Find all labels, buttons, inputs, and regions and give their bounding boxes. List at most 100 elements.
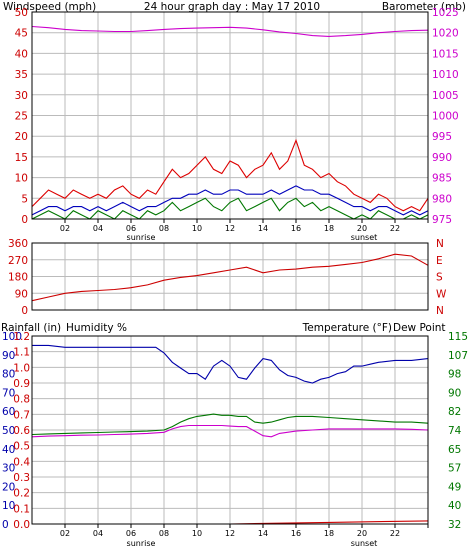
- x-tick-label: 10: [192, 224, 202, 233]
- humidity-axis-ticks: 0 10 20 30 40 50 60 70 80 90 100: [2, 331, 22, 531]
- x-tick-label: 08: [159, 224, 169, 233]
- wind-tick-label: 20: [15, 131, 28, 143]
- temperature-tick-label: 82: [448, 406, 461, 418]
- wind-tick-label: 40: [15, 48, 28, 60]
- x-tick-label: 10: [192, 529, 202, 538]
- wind-tick-label: 30: [15, 90, 28, 102]
- direction-compass-label: N: [436, 305, 444, 317]
- rain-tick-label: 0.5: [13, 441, 30, 453]
- wind-direction-line: [31, 253, 429, 302]
- rain-tick-label: 0.4: [13, 456, 30, 468]
- x-tick-label: 06: [126, 529, 136, 538]
- rain-tick-label: 0.2: [13, 488, 30, 500]
- humidity-tick-label: 80: [2, 369, 15, 381]
- wind-tick-label: 45: [15, 28, 28, 40]
- direction-panel-series: [31, 253, 429, 302]
- wind-average-line: [31, 185, 429, 216]
- wind-panel-series: [31, 25, 429, 220]
- climate-panel-grid: [32, 336, 429, 524]
- temperature-tick-label: 98: [448, 369, 461, 381]
- temperature-axis-ticks: 32 40 49 57 65 74 82 90 98 107 115: [448, 331, 468, 531]
- baro-tick-label: 1015: [432, 48, 459, 60]
- temperature-tick-label: 107: [448, 350, 468, 362]
- direction-compass-label: N: [436, 238, 444, 250]
- rain-tick-label: 0.3: [13, 472, 30, 484]
- x-tick-label: 16: [291, 224, 301, 233]
- baro-tick-label: 985: [432, 173, 452, 185]
- direction-degree-label: 360: [8, 238, 28, 250]
- rain-tick-label: 0.6: [13, 425, 30, 437]
- sunset-label-bottom: sunset: [351, 539, 378, 548]
- baro-axis-ticks: 975 980 985 990 995 1000 1005 1010 1015 1020 1025: [432, 7, 459, 226]
- humidity-line: [32, 344, 429, 384]
- x-tick-label: 12: [225, 529, 235, 538]
- x-tick-label: 18: [324, 224, 334, 233]
- x-tick-label: 22: [390, 224, 400, 233]
- direction-compass-label: S: [436, 272, 443, 284]
- direction-panel-grid: [32, 243, 429, 310]
- wind-tick-label: 15: [15, 152, 28, 164]
- dew-point-label: Dew Point: [393, 322, 446, 334]
- direction-compass-label: E: [436, 255, 443, 267]
- wind-tick-label: 0: [21, 214, 28, 226]
- wind-tick-label: 10: [15, 173, 28, 185]
- temperature-tick-label: 32: [448, 519, 461, 531]
- x-tick-label: 20: [357, 529, 367, 538]
- rain-axis-ticks: 0.0 0.1 0.2 0.3 0.4 0.5 0.6 0.7 0.8 0.9 1.0 1.1 1.2: [13, 331, 30, 531]
- barometer-line: [31, 25, 429, 37]
- x-tick-label: 14: [258, 529, 268, 538]
- rain-tick-label: 1.1: [13, 347, 30, 359]
- wind-tick-label: 25: [15, 111, 28, 123]
- rain-tick-label: 0.9: [13, 378, 30, 390]
- rain-tick-label: 0.7: [13, 409, 30, 421]
- wind-axis-label: Windspeed (mph): [3, 1, 96, 13]
- humidity-tick-label: 10: [2, 500, 15, 512]
- x-tick-label: 02: [60, 224, 70, 233]
- baro-tick-label: 975: [432, 214, 452, 226]
- humidity-tick-label: 40: [2, 444, 15, 456]
- direction-panel-frame: [31, 242, 429, 311]
- x-tick-label: 04: [93, 529, 103, 538]
- baro-tick-label: 1025: [432, 7, 459, 19]
- x-tick-label: 12: [225, 224, 235, 233]
- rain-tick-label: 0.8: [13, 394, 30, 406]
- humidity-tick-label: 60: [2, 406, 15, 418]
- x-tick-label: 22: [390, 529, 400, 538]
- temperature-axis-label: Temperature (°F): [302, 322, 392, 334]
- x-tick-label: 18: [324, 529, 334, 538]
- rain-tick-label: 0.0: [13, 519, 30, 531]
- baro-tick-label: 1010: [432, 69, 459, 81]
- baro-tick-label: 995: [432, 131, 452, 143]
- x-tick-label: 06: [126, 224, 136, 233]
- humidity-tick-label: 20: [2, 481, 15, 493]
- baro-tick-label: 980: [432, 193, 452, 205]
- temperature-tick-label: 90: [448, 387, 461, 399]
- temperature-tick-label: 57: [448, 463, 461, 475]
- wind-tick-label: 5: [21, 193, 28, 205]
- humidity-tick-label: 0: [2, 519, 9, 531]
- x-tick-label: 20: [357, 224, 367, 233]
- x-tick-label: 04: [93, 224, 103, 233]
- temperature-tick-label: 40: [448, 500, 461, 512]
- chart-title: 24 hour graph day : May 17 2010: [144, 1, 320, 13]
- wind-low-line: [31, 197, 429, 220]
- rain-axis-label: Rainfall (in): [1, 322, 61, 334]
- humidity-tick-label: 30: [2, 463, 15, 475]
- dew-point-line: [31, 424, 429, 438]
- wind-tick-label: 50: [15, 7, 28, 19]
- wind-gust-line: [31, 138, 429, 212]
- climate-panel-x-axis: 02 04 06 08 10 12 14 16 18 20 22: [60, 524, 429, 538]
- baro-tick-label: 1000: [432, 111, 459, 123]
- direction-degree-label: 180: [8, 272, 28, 284]
- rain-tick-label: 1.0: [13, 362, 30, 374]
- x-tick-label: 16: [291, 529, 301, 538]
- temperature-tick-label: 74: [448, 425, 462, 437]
- baro-tick-label: 990: [432, 152, 452, 164]
- baro-tick-label: 1020: [432, 28, 459, 40]
- temperature-line: [31, 413, 429, 436]
- x-tick-label: 14: [258, 224, 268, 233]
- sunset-label-top: sunset: [351, 233, 378, 242]
